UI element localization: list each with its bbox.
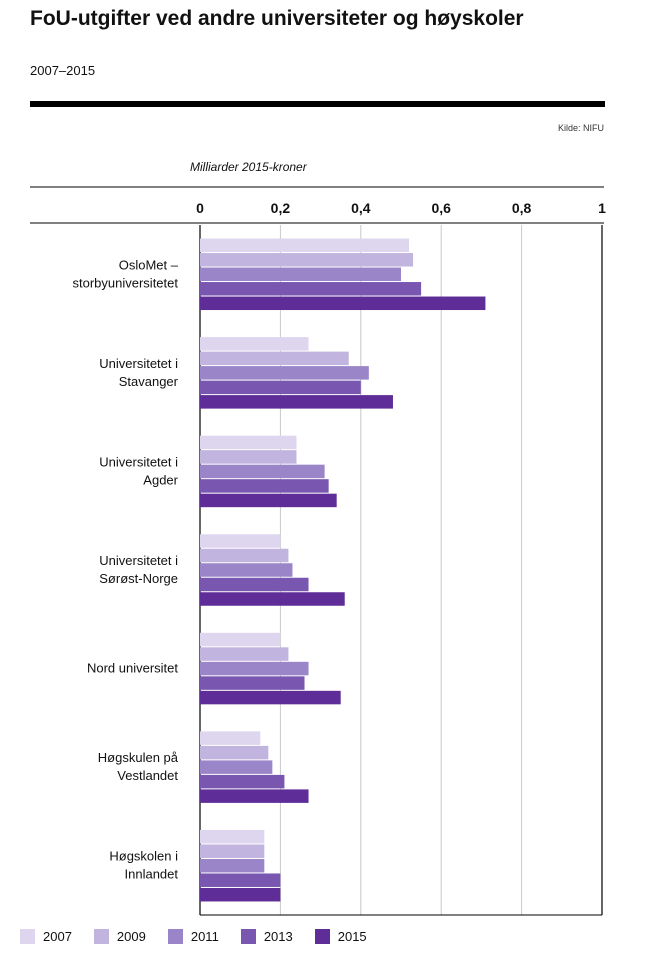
- bar-2011: [200, 267, 401, 282]
- bar-2013: [200, 380, 361, 395]
- chart-subtitle: 2007–2015: [30, 63, 96, 78]
- bar-2007: [200, 534, 281, 548]
- bar-2015: [200, 690, 341, 705]
- category-label: storbyuniversitetet: [73, 275, 179, 290]
- category-label: Stavanger: [119, 374, 179, 389]
- bar-2009: [200, 351, 349, 366]
- legend-item-2009: 2009: [93, 929, 146, 944]
- legend-swatch: [167, 929, 183, 944]
- bar-2011: [200, 366, 369, 380]
- chart-title: FoU-utgifter ved andre universiteter og …: [30, 7, 524, 30]
- bar-2015: [200, 887, 281, 902]
- bar-2009: [200, 548, 289, 563]
- bar-2011: [200, 760, 273, 774]
- bar-2011: [200, 858, 265, 873]
- category-label: Høgskulen på: [98, 750, 179, 765]
- legend-label: 2013: [263, 929, 293, 944]
- legend-item-2013: 2013: [240, 929, 293, 944]
- category-label: Høgskolen i: [109, 849, 178, 864]
- bar-2007: [200, 337, 309, 351]
- bar-2013: [200, 577, 309, 592]
- bar-2009: [200, 647, 289, 661]
- category-label: Universitetet i: [99, 454, 178, 469]
- bar-2015: [200, 493, 337, 508]
- legend-swatch: [93, 929, 109, 944]
- bar-2015: [200, 592, 345, 606]
- category-label: OsloMet –: [119, 257, 179, 272]
- category-label: Agder: [143, 472, 178, 487]
- x-tick-label: 0,2: [271, 200, 291, 216]
- x-tick-label: 1: [598, 200, 606, 216]
- legend-swatch: [314, 929, 330, 944]
- bar-2013: [200, 774, 285, 789]
- bar-2015: [200, 395, 393, 409]
- bar-2011: [200, 563, 293, 577]
- category-label: Nord universitet: [87, 661, 178, 676]
- legend-label: 2007: [43, 929, 72, 944]
- category-label: Sørøst-Norge: [99, 571, 178, 586]
- bar-2013: [200, 479, 329, 493]
- legend-swatch: [20, 929, 35, 944]
- bar-2011: [200, 661, 309, 676]
- legend-swatch: [240, 929, 256, 944]
- x-axis-label: Milliarder 2015-kroner: [190, 160, 307, 174]
- category-label: Universitetet i: [99, 553, 178, 568]
- bar-2011: [200, 464, 325, 479]
- category-label: Vestlandet: [117, 768, 178, 783]
- legend-label: 2015: [337, 929, 367, 944]
- bar-2007: [200, 238, 410, 253]
- bar-2013: [200, 282, 422, 296]
- category-label: Innlandet: [125, 867, 179, 882]
- x-tick-label: 0,6: [431, 200, 451, 216]
- bar-2013: [200, 873, 281, 887]
- legend-label: 2009: [116, 929, 146, 944]
- x-tick-label: 0,4: [351, 200, 371, 216]
- bar-2007: [200, 632, 281, 647]
- legend: 2007 2009 2011 2013 2015: [20, 929, 389, 944]
- legend-item-2015: 2015: [314, 929, 367, 944]
- x-tick-label: 0: [196, 200, 204, 216]
- title-rule: [30, 101, 605, 107]
- bar-2009: [200, 745, 269, 760]
- bar-2007: [200, 829, 265, 844]
- bar-2015: [200, 296, 486, 311]
- bar-2007: [200, 435, 297, 450]
- bar-2007: [200, 731, 261, 745]
- bar-2009: [200, 844, 265, 858]
- legend-item-2011: 2011: [167, 929, 219, 944]
- x-tick-label: 0,8: [512, 200, 532, 216]
- bar-2015: [200, 789, 309, 803]
- bar-2009: [200, 450, 297, 464]
- bar-2013: [200, 676, 305, 690]
- category-label: Universitetet i: [99, 356, 178, 371]
- source-note: Kilde: NIFU: [557, 123, 604, 133]
- bar-2009: [200, 253, 414, 267]
- legend-label: 2011: [190, 929, 219, 944]
- legend-item-2007: 2007: [20, 929, 72, 944]
